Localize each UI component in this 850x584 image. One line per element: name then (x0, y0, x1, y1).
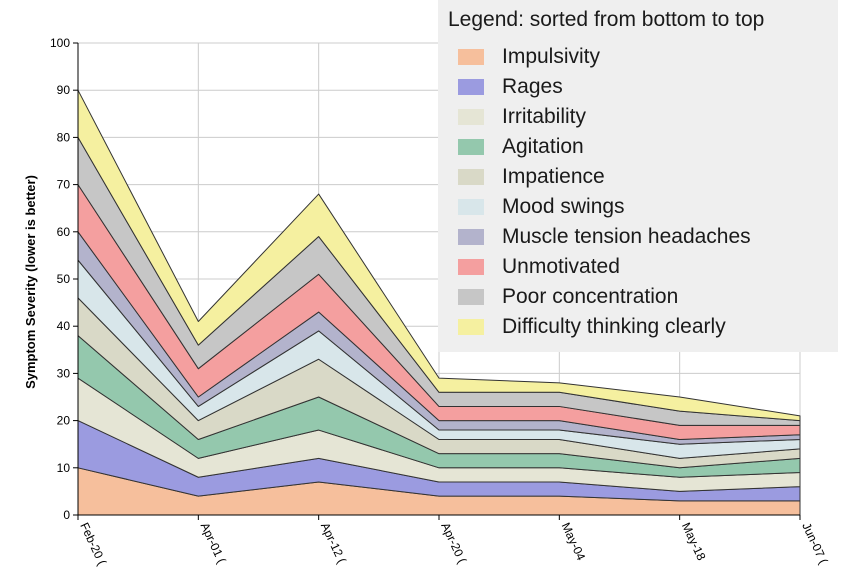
y-tick-label: 70 (57, 178, 71, 192)
x-tick-label: Jun-07 ( (799, 520, 830, 566)
x-tick-label: May-04 (559, 520, 589, 562)
y-tick-label: 40 (57, 319, 71, 333)
chart-axes (73, 42, 801, 520)
legend-swatch (458, 139, 484, 155)
legend-item: Impulsivity (448, 42, 828, 72)
legend-label: Poor concentration (502, 285, 679, 308)
legend-swatch (458, 199, 484, 215)
x-tick-labels: Feb-20 ( Apr-01 ( Apr-12 ( Apr-20 ( May-04 Ma… (77, 520, 830, 567)
y-tick-label: 10 (57, 461, 71, 475)
legend-item: Mood swings (448, 192, 828, 222)
x-tick-label: Apr-01 ( (198, 520, 229, 565)
y-tick-label: 100 (50, 36, 70, 50)
legend-label: Mood swings (502, 195, 625, 218)
legend-item: Rages (448, 72, 828, 102)
legend-item: Poor concentration (448, 282, 828, 312)
y-axis-label: Symptom Severity (lower is better) (23, 175, 38, 389)
legend-item: Agitation (448, 132, 828, 162)
x-tick-label: Feb-20 ( (77, 520, 109, 567)
legend-item: Difficulty thinking clearly (448, 312, 828, 342)
y-tick-labels: 0 10 20 30 40 50 60 70 80 90 100 (50, 36, 70, 522)
legend-label: Rages (502, 75, 563, 98)
y-tick-label: 30 (57, 366, 71, 380)
x-tick-label: Apr-20 ( (438, 520, 469, 565)
legend-label: Agitation (502, 135, 584, 158)
y-tick-label: 0 (63, 508, 70, 522)
legend-label: Difficulty thinking clearly (502, 315, 726, 338)
legend-swatch (458, 289, 484, 305)
legend-swatch (458, 229, 484, 245)
legend-label: Impatience (502, 165, 605, 188)
legend-swatch (458, 109, 484, 125)
y-tick-label: 50 (57, 272, 71, 286)
legend-title: Legend: sorted from bottom to top (448, 8, 765, 31)
legend-item: Muscle tension headaches (448, 222, 828, 252)
legend-item: Impatience (448, 162, 828, 192)
legend-label: Muscle tension headaches (502, 225, 751, 248)
legend-swatch (458, 49, 484, 65)
chart-legend: Legend: sorted from bottom to top Impuls… (438, 0, 838, 352)
legend-label: Impulsivity (502, 45, 601, 68)
y-tick-label: 60 (57, 225, 71, 239)
legend-swatch (458, 79, 484, 95)
y-tick-label: 20 (57, 414, 71, 428)
area-difficulty-thinking-clearly (77, 89, 801, 422)
legend-item: Irritability (448, 102, 828, 132)
chart-areas (77, 89, 801, 516)
legend-swatch (458, 259, 484, 275)
legend-item: Unmotivated (448, 252, 828, 282)
legend-swatch (458, 319, 484, 335)
y-tick-label: 90 (57, 83, 71, 97)
legend-label: Irritability (502, 105, 587, 128)
x-tick-label: May-18 (679, 520, 709, 562)
y-tick-label: 80 (57, 130, 71, 144)
legend-swatch (458, 169, 484, 185)
x-tick-label: Apr-12 ( (318, 520, 349, 565)
legend-label: Unmotivated (502, 255, 620, 278)
legend-list: Impulsivity Rages Irritability Agitation Imp… (448, 42, 828, 342)
